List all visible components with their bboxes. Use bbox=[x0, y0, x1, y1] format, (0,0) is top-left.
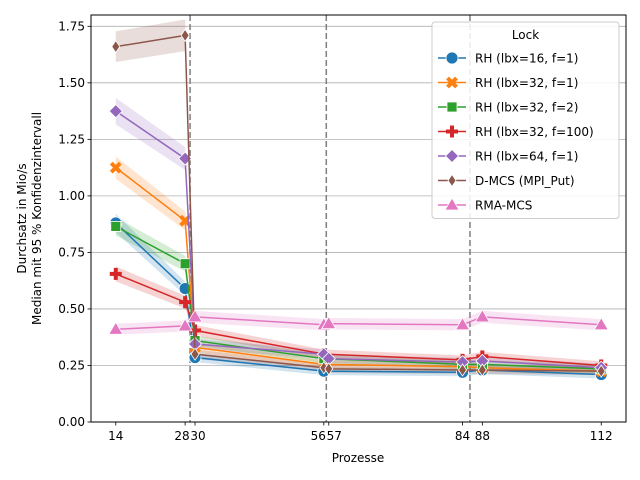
y-tick-label-0.50: 0.50 bbox=[58, 302, 85, 316]
series-6 bbox=[108, 309, 609, 335]
point-2-1 bbox=[179, 258, 191, 270]
legend-swatch-marker-6 bbox=[444, 197, 460, 211]
x-tick-label-57: 57 bbox=[327, 429, 342, 443]
legend-item-1: RH (lbx=32, f=1) bbox=[438, 76, 578, 90]
legend-item-0: RH (lbx=16, f=1) bbox=[438, 52, 578, 66]
point-6-4 bbox=[321, 315, 337, 330]
point-6-1 bbox=[177, 318, 193, 332]
legend-label-3: RH (lbx=32, f=100) bbox=[475, 125, 594, 139]
y-tick-label-0.25: 0.25 bbox=[58, 358, 85, 372]
point-5-1 bbox=[180, 28, 190, 43]
legend-label-2: RH (lbx=32, f=2) bbox=[475, 101, 578, 115]
legend-item-3: RH (lbx=32, f=100) bbox=[438, 125, 594, 139]
axes: 14 28 30 56 57 84 88 112 0.00 0.25 0.50 0.75 1.00 1.2… bbox=[58, 19, 612, 443]
band-3 bbox=[115, 266, 602, 370]
legend-swatch-marker-5 bbox=[447, 173, 457, 188]
legend-label-6: RMA-MCS bbox=[475, 199, 532, 213]
x-axis-label: Prozesse bbox=[332, 451, 385, 465]
point-3-1 bbox=[179, 296, 192, 309]
y-axis-label-line-1: Durchsatz in Mio/s bbox=[15, 163, 29, 273]
point-4-0 bbox=[108, 104, 123, 119]
legend-label-5: D-MCS (MPI_Put) bbox=[475, 174, 575, 188]
legend-swatch-marker-4 bbox=[444, 148, 460, 164]
point-5-6 bbox=[477, 363, 487, 377]
legend-item-4: RH (lbx=64, f=1) bbox=[438, 148, 578, 164]
y-tick-label-0.00: 0.00 bbox=[58, 415, 85, 429]
legend-item-2: RH (lbx=32, f=2) bbox=[438, 101, 578, 115]
point-6-0 bbox=[108, 321, 124, 335]
legend-label-4: RH (lbx=64, f=1) bbox=[475, 150, 578, 164]
legend-swatch-marker-3 bbox=[446, 125, 458, 138]
legend-title: Lock bbox=[512, 28, 539, 42]
point-2-0 bbox=[110, 221, 122, 232]
x-tick-label-30: 30 bbox=[190, 429, 205, 443]
series-5 bbox=[111, 28, 606, 378]
point-3-0 bbox=[109, 267, 122, 280]
y-tick-label-1.25: 1.25 bbox=[58, 132, 85, 146]
legend-box bbox=[431, 21, 620, 219]
point-5-7 bbox=[596, 364, 606, 378]
x-tick-label-88: 88 bbox=[475, 429, 490, 443]
x-tick-label-14: 14 bbox=[108, 429, 123, 443]
point-6-7 bbox=[593, 316, 609, 331]
x-tick-label-84: 84 bbox=[455, 429, 470, 443]
y-tick-label-1.50: 1.50 bbox=[58, 76, 85, 90]
x-tick-label-112: 112 bbox=[590, 429, 613, 443]
y-tick-label-1.75: 1.75 bbox=[58, 19, 85, 33]
legend-item-5: D-MCS (MPI_Put) bbox=[438, 173, 575, 188]
series-layer bbox=[108, 28, 609, 381]
legend: Lock RH (lbx=16, f=1) RH (lbx=32, f=1) RH (… bbox=[431, 21, 620, 219]
legend-label-0: RH (lbx=16, f=1) bbox=[475, 52, 578, 66]
legend-swatch-marker-0 bbox=[445, 51, 459, 65]
x-tick-label-56: 56 bbox=[311, 429, 326, 443]
y-tick-label-0.75: 0.75 bbox=[58, 245, 85, 259]
point-5-5 bbox=[458, 363, 468, 377]
point-5-2 bbox=[190, 347, 200, 361]
point-6-5 bbox=[454, 316, 471, 331]
legend-swatch-marker-1 bbox=[446, 76, 458, 89]
point-6-2 bbox=[187, 309, 203, 323]
point-5-4 bbox=[324, 362, 334, 376]
point-1-0 bbox=[109, 161, 122, 174]
plot-frame bbox=[90, 14, 627, 423]
legend-item-6: RMA-MCS bbox=[438, 197, 532, 213]
legend-swatch-marker-2 bbox=[446, 101, 458, 113]
y-tick-label-1.00: 1.00 bbox=[58, 189, 85, 203]
legend-label-1: RH (lbx=32, f=1) bbox=[475, 76, 578, 90]
x-tick-label-28: 28 bbox=[174, 429, 189, 443]
y-axis-label-line-2: Median mit 95 % Konfidenzintervall bbox=[30, 112, 44, 325]
point-5-0 bbox=[111, 39, 121, 54]
point-6-6 bbox=[474, 309, 491, 323]
